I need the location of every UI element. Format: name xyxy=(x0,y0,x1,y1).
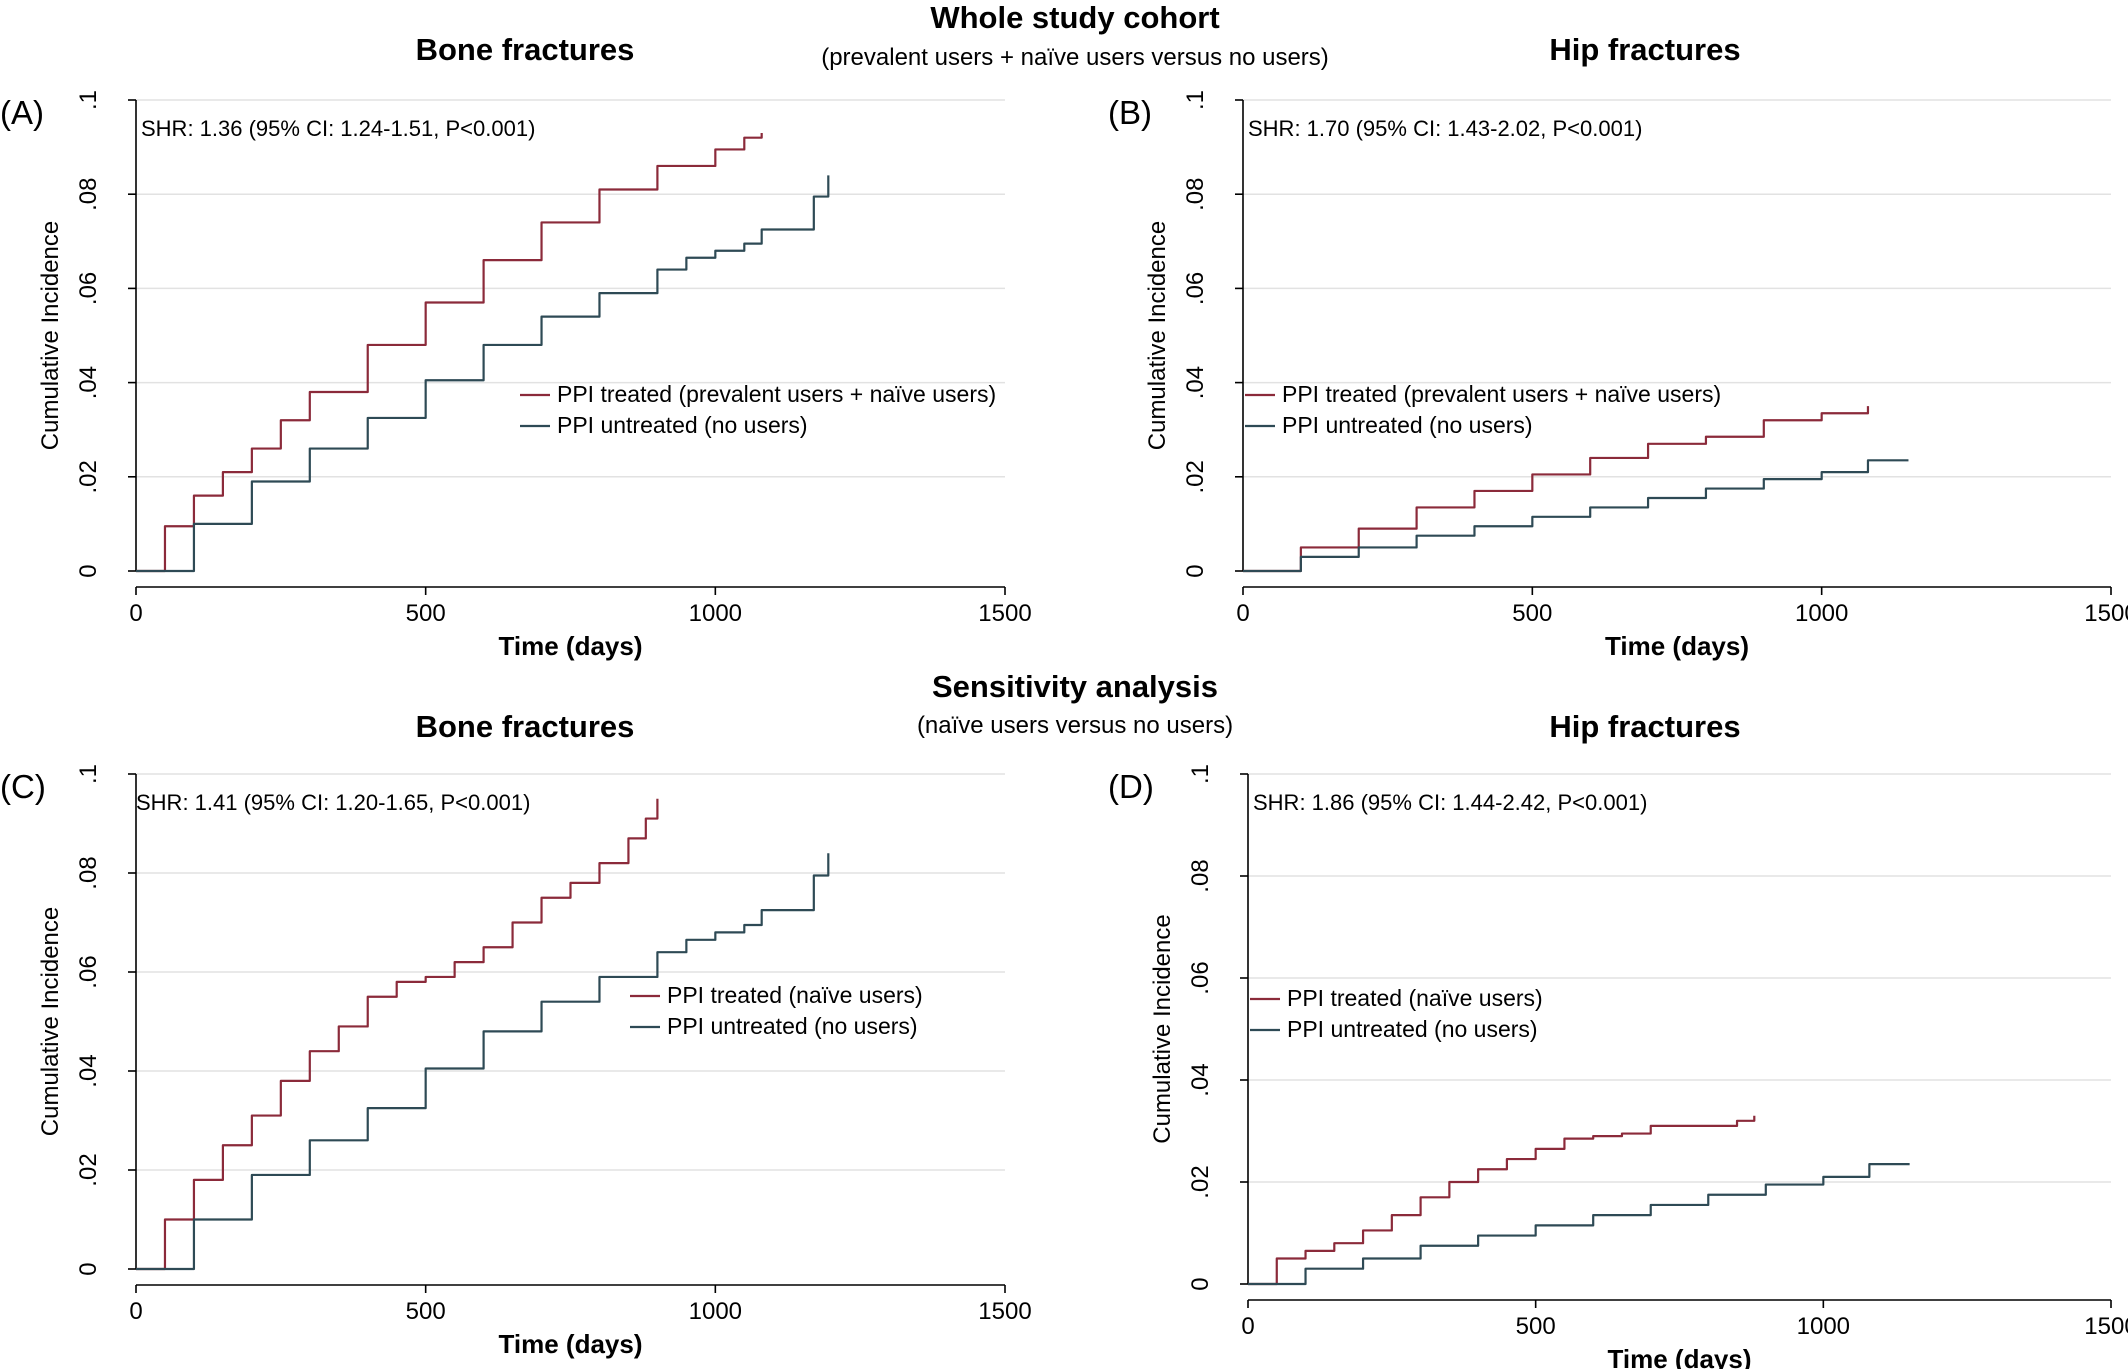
y-tick-label: .06 xyxy=(1187,961,1214,994)
legend-label: PPI untreated (no users) xyxy=(557,412,808,438)
x-axis-title: Time (days) xyxy=(498,1329,642,1359)
x-tick-label: 1500 xyxy=(978,600,1031,627)
legend-label: PPI treated (naïve users) xyxy=(1287,985,1543,1011)
legend-label: PPI untreated (no users) xyxy=(667,1013,918,1039)
section-title-whole-cohort: Whole study cohort xyxy=(930,0,1219,35)
y-tick-label: 0 xyxy=(75,1262,102,1275)
y-tick-label: .06 xyxy=(75,955,102,988)
y-tick-label: .04 xyxy=(1187,1063,1214,1096)
series-line-untreated xyxy=(136,175,830,573)
x-tick-label: 500 xyxy=(1512,600,1552,627)
x-tick-label: 0 xyxy=(129,600,142,627)
y-axis-title: Cumulative Incidence xyxy=(1149,914,1176,1143)
chart-panels: Bone fractures (A) 0 .02 .04 .06 .08 .1 0 500 1000… xyxy=(0,32,2128,1369)
x-tick-label: 0 xyxy=(1236,600,1249,627)
x-tick-label: 1000 xyxy=(689,1298,742,1325)
panel-title: Bone fractures xyxy=(416,709,635,744)
section-subtitle-whole-cohort: (prevalent users + naïve users versus no… xyxy=(821,44,1329,71)
y-tick-label: 0 xyxy=(75,564,102,577)
x-tick-label: 1000 xyxy=(1797,1313,1850,1340)
panel-title: Hip fractures xyxy=(1549,32,1740,67)
section-subtitle-sensitivity: (naïve users versus no users) xyxy=(917,712,1233,739)
y-tick-label: .02 xyxy=(1187,1165,1214,1198)
legend-label: PPI treated (prevalent users + naïve use… xyxy=(1282,381,1721,407)
y-tick-label: .04 xyxy=(75,1054,102,1087)
chart-panel-3: Bone fractures (C) 0 .02 .04 .06 .08 .1 0 500 1000… xyxy=(0,709,1032,1359)
series-line-treated xyxy=(136,798,659,1271)
panel-title: Bone fractures xyxy=(416,32,635,67)
y-axis-title: Cumulative Incidence xyxy=(1144,221,1171,450)
legend-label: PPI treated (prevalent users + naïve use… xyxy=(557,381,996,407)
x-tick-label: 1500 xyxy=(978,1298,1031,1325)
x-tick-label: 500 xyxy=(406,600,446,627)
y-tick-label: .1 xyxy=(75,764,102,784)
x-tick-label: 1000 xyxy=(689,600,742,627)
series-line-treated xyxy=(1248,1115,1756,1286)
y-tick-label: .08 xyxy=(1187,859,1214,892)
panel-label: (A) xyxy=(0,94,44,131)
panel-label: (D) xyxy=(1108,768,1154,805)
series-line-treated xyxy=(136,132,763,573)
y-tick-label: .02 xyxy=(1182,460,1209,493)
x-axis-title: Time (days) xyxy=(1605,631,1749,661)
series-line-untreated xyxy=(136,853,830,1271)
y-tick-label: .1 xyxy=(1187,764,1214,784)
x-tick-label: 0 xyxy=(129,1298,142,1325)
y-tick-label: .1 xyxy=(75,90,102,110)
x-tick-label: 500 xyxy=(1516,1313,1556,1340)
shr-annotation: SHR: 1.41 (95% CI: 1.20-1.65, P<0.001) xyxy=(136,790,530,815)
y-tick-label: .06 xyxy=(1182,272,1209,305)
y-tick-label: .06 xyxy=(75,272,102,305)
y-tick-label: .02 xyxy=(75,460,102,493)
y-tick-label: .04 xyxy=(75,366,102,399)
panel-title: Hip fractures xyxy=(1549,709,1740,744)
series-line-untreated xyxy=(1248,1163,1910,1286)
x-axis-title: Time (days) xyxy=(498,631,642,661)
y-axis-title: Cumulative Incidence xyxy=(37,221,64,450)
y-tick-label: .04 xyxy=(1182,366,1209,399)
y-axis-title: Cumulative Incidence xyxy=(37,907,64,1136)
x-tick-label: 1500 xyxy=(2084,600,2128,627)
chart-panel-4: Hip fractures (D) 0 .02 .04 .06 .08 .1 0 500 1000 1… xyxy=(1108,709,2128,1369)
y-tick-label: .08 xyxy=(1182,178,1209,211)
shr-annotation: SHR: 1.86 (95% CI: 1.44-2.42, P<0.001) xyxy=(1253,790,1647,815)
series-line-treated xyxy=(1243,406,1870,573)
y-tick-label: .1 xyxy=(1182,90,1209,110)
x-tick-label: 500 xyxy=(406,1298,446,1325)
series-line-untreated xyxy=(1243,459,1909,573)
x-tick-label: 0 xyxy=(1241,1313,1254,1340)
x-tick-label: 1500 xyxy=(2084,1313,2128,1340)
y-tick-label: 0 xyxy=(1182,564,1209,577)
y-tick-label: .08 xyxy=(75,178,102,211)
y-tick-label: .02 xyxy=(75,1153,102,1186)
legend-label: PPI untreated (no users) xyxy=(1282,412,1533,438)
section-title-sensitivity: Sensitivity analysis xyxy=(932,669,1218,704)
legend-label: PPI treated (naïve users) xyxy=(667,982,923,1008)
chart-panel-2: Hip fractures (B) 0 .02 .04 .06 .08 .1 0 500 1000 1… xyxy=(1108,32,2128,661)
shr-annotation: SHR: 1.36 (95% CI: 1.24-1.51, P<0.001) xyxy=(141,116,535,141)
y-tick-label: 0 xyxy=(1187,1277,1214,1290)
chart-panel-1: Bone fractures (A) 0 .02 .04 .06 .08 .1 0 500 1000… xyxy=(0,32,1032,661)
panel-label: (B) xyxy=(1108,94,1152,131)
y-tick-label: .08 xyxy=(75,856,102,889)
shr-annotation: SHR: 1.70 (95% CI: 1.43-2.02, P<0.001) xyxy=(1248,116,1642,141)
x-tick-label: 1000 xyxy=(1795,600,1848,627)
legend-label: PPI untreated (no users) xyxy=(1287,1016,1538,1042)
panel-label: (C) xyxy=(0,768,46,805)
x-axis-title: Time (days) xyxy=(1607,1344,1751,1369)
